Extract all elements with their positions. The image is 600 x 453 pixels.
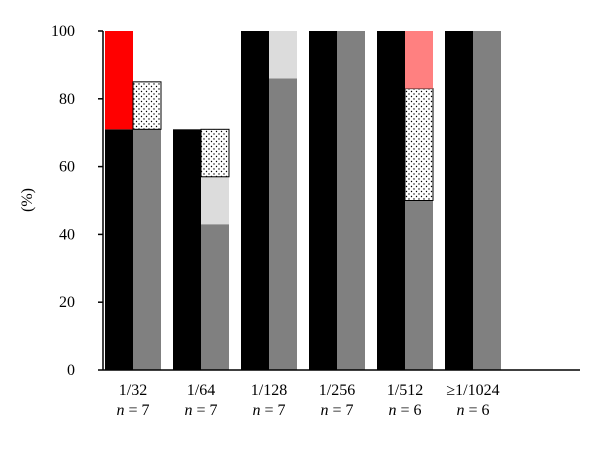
bar-segment-left-4-0 <box>377 31 405 370</box>
bar-segment-right-0-0 <box>133 129 161 370</box>
category-n-label-5: n = 6 <box>456 402 489 419</box>
y-tick-label-100: 100 <box>51 23 75 40</box>
bar-segment-left-3-0 <box>309 31 337 370</box>
category-n-label-3: n = 7 <box>320 402 353 419</box>
bar-segment-right-4-0 <box>405 200 433 370</box>
bar-segment-right-0-1 <box>132 81 162 130</box>
category-label-5: ≥1/1024 <box>446 382 499 399</box>
y-tick-label-40: 40 <box>59 226 75 243</box>
category-n-label-2: n = 7 <box>252 402 285 419</box>
y-tick-label-0: 0 <box>67 362 75 379</box>
bar-segment-right-2-1 <box>269 31 297 79</box>
bar-segment-right-4-2 <box>405 31 433 89</box>
bar-segment-left-5-0 <box>445 31 473 370</box>
y-tick-label-60: 60 <box>59 159 75 176</box>
bar-segment-right-4-1 <box>404 88 434 201</box>
y-axis-label: (%) <box>19 188 36 212</box>
category-n-label-1: n = 7 <box>184 402 217 419</box>
bar-segment-left-1-0 <box>173 129 201 370</box>
category-n-label-0: n = 7 <box>116 402 149 419</box>
category-label-0: 1/32 <box>119 382 147 399</box>
category-label-2: 1/128 <box>251 382 287 399</box>
bar-segment-right-1-0 <box>201 224 229 370</box>
labels-group: 0 20 40 60 80 100 1/32 n = 7 1/64 n = 7 1/128 n = 7… <box>19 23 500 419</box>
bar-segment-right-3-0 <box>337 31 365 370</box>
axes-group <box>98 30 580 371</box>
bar-segment-right-1-1 <box>201 176 229 225</box>
category-label-1: 1/64 <box>187 382 215 399</box>
y-tick-label-20: 20 <box>59 294 75 311</box>
bar-segment-left-0-1 <box>105 31 133 130</box>
bar-segment-left-0-0 <box>105 129 133 370</box>
bar-segment-right-5-0 <box>473 31 501 370</box>
category-n-label-4: n = 6 <box>388 402 421 419</box>
bar-segment-left-2-0 <box>241 31 269 370</box>
category-label-4: 1/512 <box>387 382 423 399</box>
y-tick-label-80: 80 <box>59 91 75 108</box>
bar-segment-right-1-2 <box>200 128 230 178</box>
category-label-3: 1/256 <box>319 382 355 399</box>
bars-group <box>105 31 501 371</box>
bar-segment-right-2-0 <box>269 78 297 371</box>
